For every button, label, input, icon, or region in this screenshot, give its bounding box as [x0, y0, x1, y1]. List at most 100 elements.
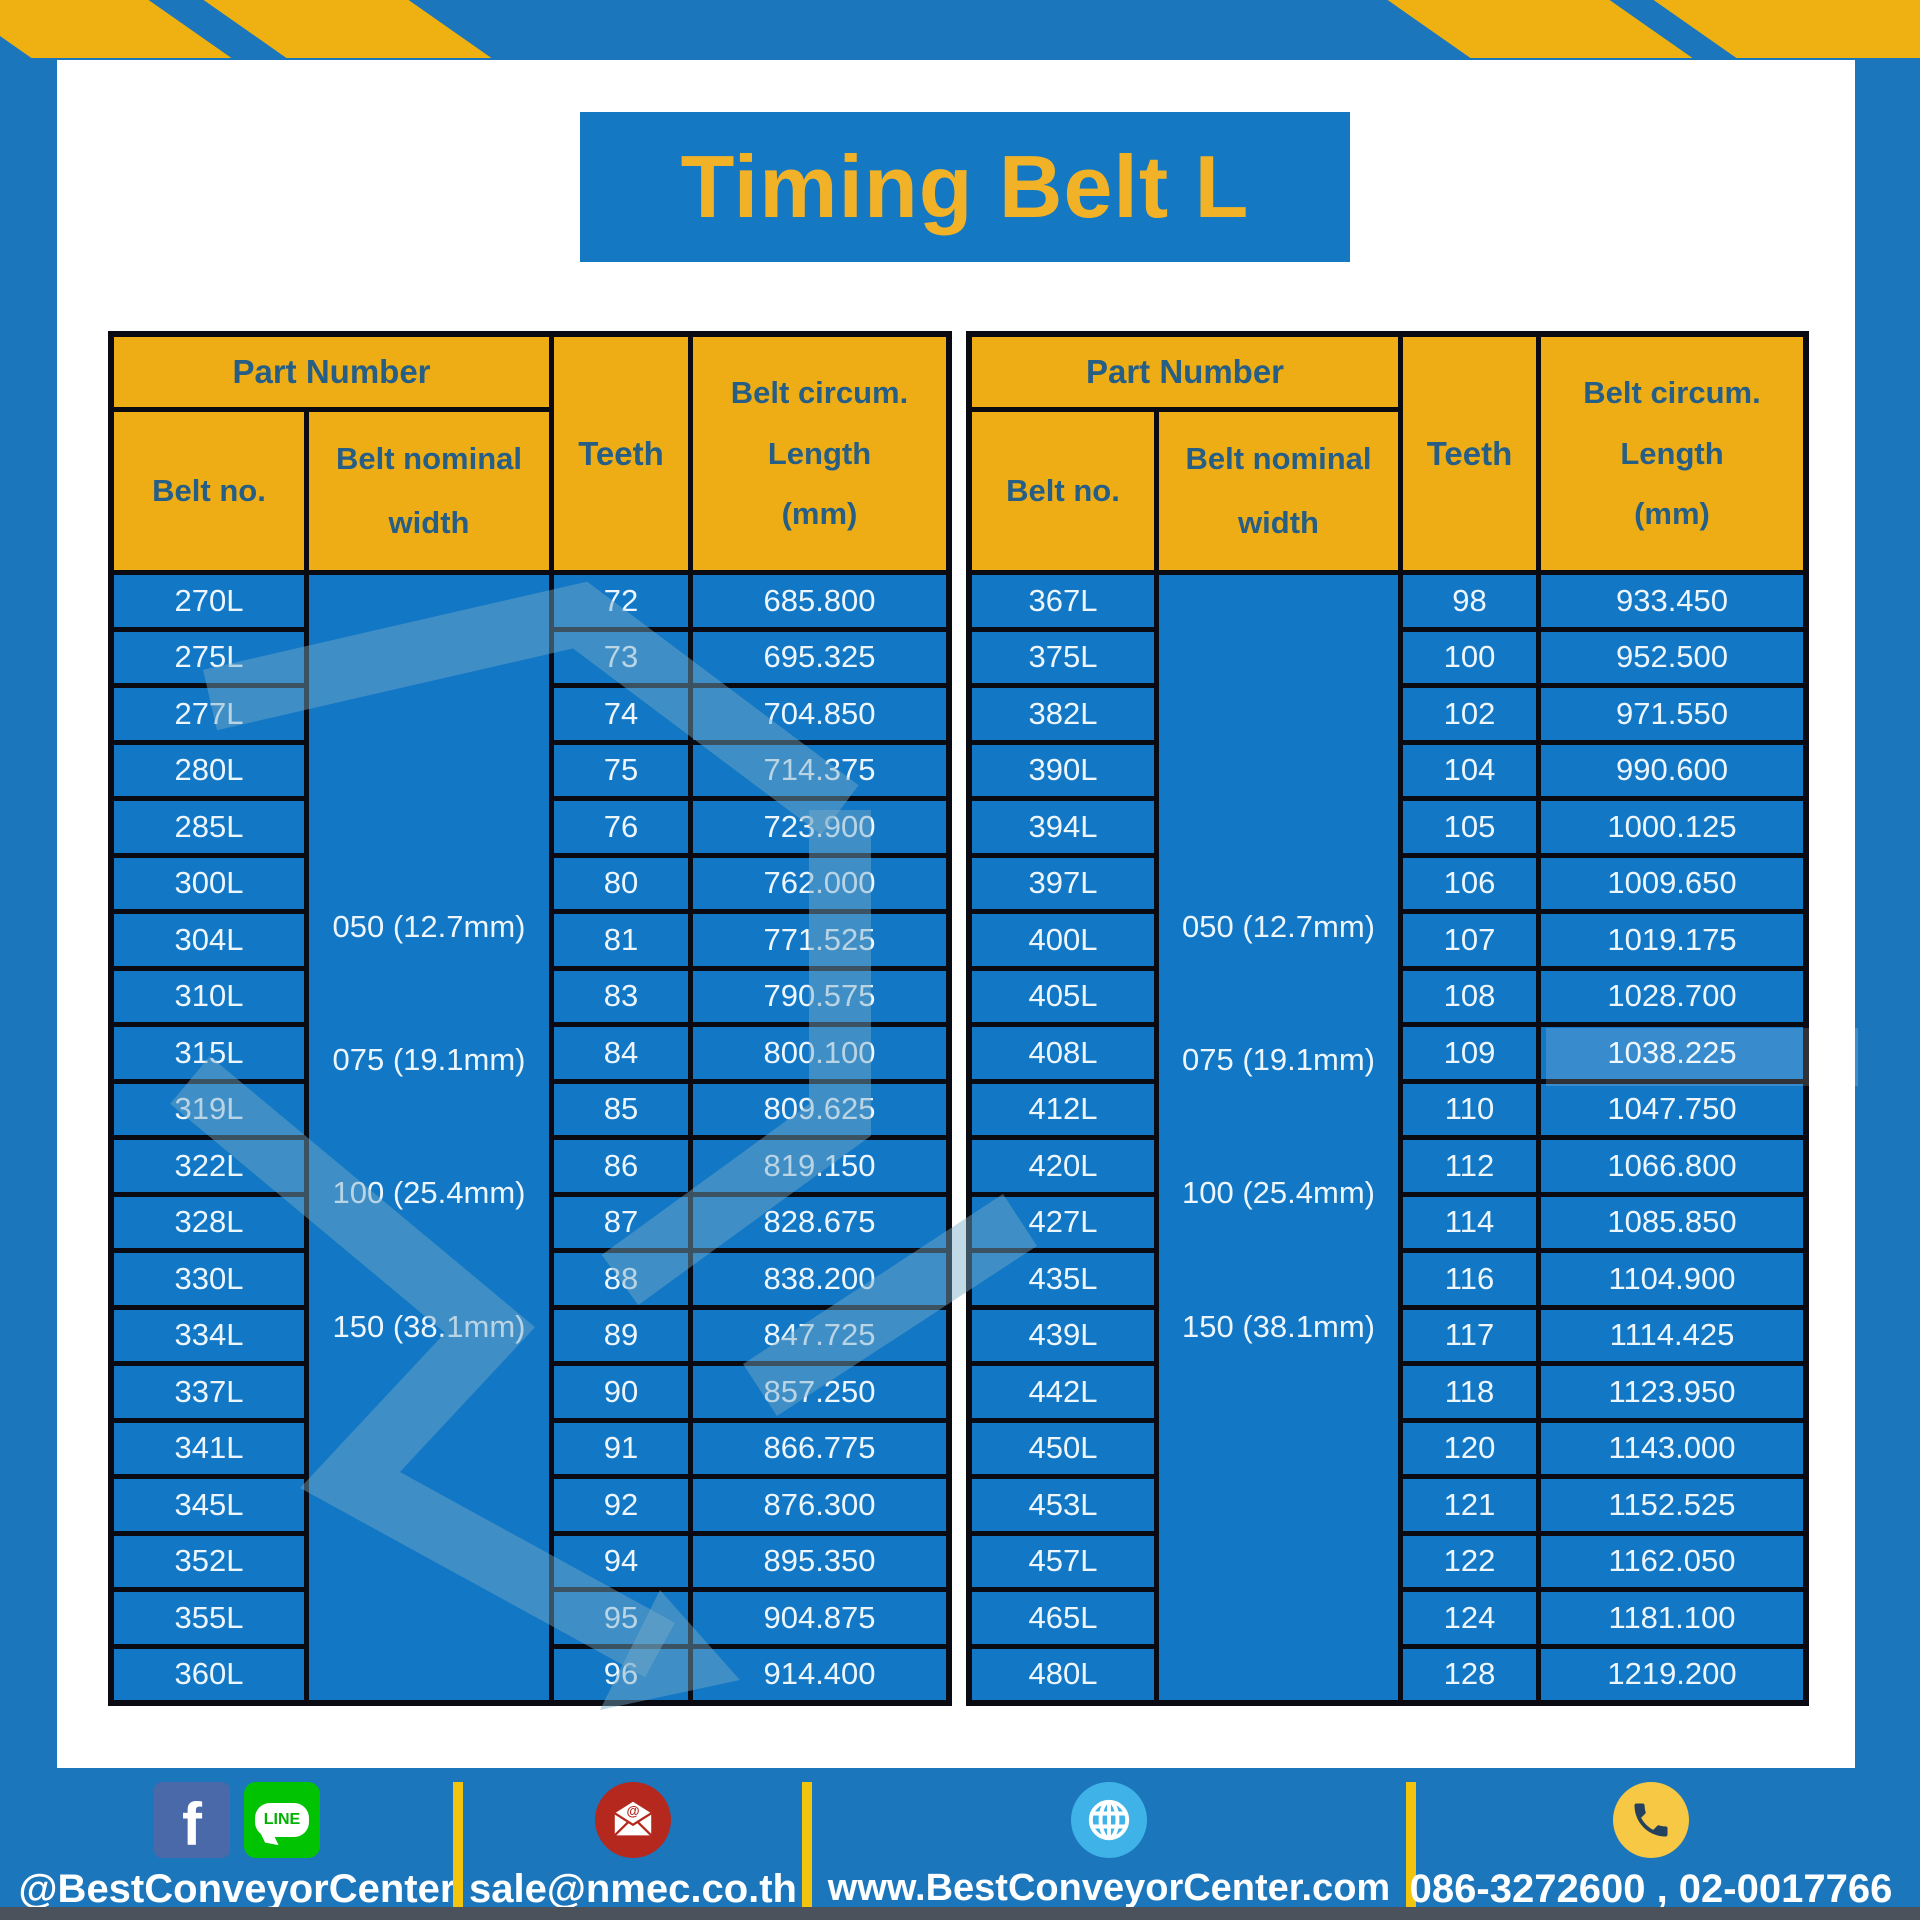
belt-circum-line3: (mm) — [1634, 495, 1710, 531]
footer-phone-section: 086-3272600 , 02-0017766 — [1410, 1782, 1892, 1912]
length-cell: 1019.175 — [1541, 914, 1803, 966]
belt-no-cell: 310L — [114, 970, 304, 1022]
belt-no-cell: 457L — [972, 1535, 1154, 1587]
belt-no-cell: 427L — [972, 1196, 1154, 1248]
length-cell: 1219.200 — [1541, 1648, 1803, 1700]
length-cell: 1009.650 — [1541, 857, 1803, 909]
belt-no-cell: 337L — [114, 1366, 304, 1418]
length-cell: 1181.100 — [1541, 1592, 1803, 1644]
column-header-belt-no: Belt no. — [114, 412, 304, 570]
teeth-cell: 128 — [1403, 1648, 1536, 1700]
width-value: 150 (38.1mm) — [332, 1308, 526, 1344]
length-cell: 1066.800 — [1541, 1140, 1803, 1192]
teeth-cell: 105 — [1403, 801, 1536, 853]
line-icon: LINE — [244, 1782, 320, 1858]
footer-divider — [1406, 1782, 1416, 1908]
teeth-cell: 114 — [1403, 1196, 1536, 1248]
teeth-cell: 72 — [554, 575, 688, 627]
length-cell: 952.500 — [1541, 631, 1803, 683]
belt-circum-line2: Length — [1620, 435, 1724, 471]
teeth-cell: 81 — [554, 914, 688, 966]
teeth-cell: 83 — [554, 970, 688, 1022]
bottom-edge-strip — [0, 1907, 1920, 1920]
social-handle: @BestConveyorCenter — [18, 1867, 456, 1911]
teeth-cell: 95 — [554, 1592, 688, 1644]
teeth-cell: 90 — [554, 1366, 688, 1418]
length-cell: 990.600 — [1541, 744, 1803, 796]
teeth-cell: 75 — [554, 744, 688, 796]
width-value: 150 (38.1mm) — [1182, 1308, 1375, 1344]
email-address: sale@nmec.co.th — [468, 1867, 797, 1911]
belt-no-cell: 375L — [972, 631, 1154, 683]
teeth-cell: 124 — [1403, 1592, 1536, 1644]
teeth-cell: 87 — [554, 1196, 688, 1248]
email-icon: @ — [595, 1782, 671, 1858]
length-cell: 1123.950 — [1541, 1366, 1803, 1418]
length-cell: 1104.900 — [1541, 1253, 1803, 1305]
teeth-cell: 74 — [554, 688, 688, 740]
teeth-cell: 108 — [1403, 970, 1536, 1022]
belt-no-cell: 450L — [972, 1422, 1154, 1474]
timing-belt-table-right: Part Number Belt no. Belt nominal width … — [966, 331, 1809, 1706]
belt-no-cell: 435L — [972, 1253, 1154, 1305]
length-cell: 1047.750 — [1541, 1083, 1803, 1135]
belt-no-cell: 328L — [114, 1196, 304, 1248]
belt-no-cell: 285L — [114, 801, 304, 853]
column-header-part-number: Part Number — [972, 337, 1398, 407]
belt-no-cell: 408L — [972, 1027, 1154, 1079]
belt-circum-line3: (mm) — [781, 495, 858, 531]
teeth-cell: 122 — [1403, 1535, 1536, 1587]
belt-no-cell: 442L — [972, 1366, 1154, 1418]
length-cell: 714.375 — [693, 744, 946, 796]
belt-no-cell: 382L — [972, 688, 1154, 740]
length-cell: 838.200 — [693, 1253, 946, 1305]
belt-no-cell: 400L — [972, 914, 1154, 966]
globe-icon — [1071, 1782, 1147, 1858]
belt-no-cell: 453L — [972, 1479, 1154, 1531]
page-title: Timing Belt L — [680, 137, 1250, 236]
belt-circum-line2: Length — [767, 435, 872, 471]
length-cell: 695.325 — [693, 631, 946, 683]
length-cell: 828.675 — [693, 1196, 946, 1248]
teeth-cell: 102 — [1403, 688, 1536, 740]
length-cell: 1085.850 — [1541, 1196, 1803, 1248]
teeth-cell: 73 — [554, 631, 688, 683]
teeth-cell: 96 — [554, 1648, 688, 1700]
belt-no-cell: 394L — [972, 801, 1154, 853]
teeth-cell: 89 — [554, 1309, 688, 1361]
column-header-teeth: Teeth — [554, 337, 688, 570]
teeth-cell: 100 — [1403, 631, 1536, 683]
teeth-cell: 107 — [1403, 914, 1536, 966]
length-cell: 876.300 — [693, 1479, 946, 1531]
timing-belt-table-left: Part Number Belt no. Belt nominal width … — [108, 331, 952, 1706]
length-cell: 819.150 — [693, 1140, 946, 1192]
teeth-cell: 94 — [554, 1535, 688, 1587]
length-cell: 704.850 — [693, 688, 946, 740]
teeth-cell: 112 — [1403, 1140, 1536, 1192]
width-value: 050 (12.7mm) — [1182, 909, 1375, 945]
belt-no-cell: 405L — [972, 970, 1154, 1022]
teeth-cell: 98 — [1403, 575, 1536, 627]
belt-no-cell: 277L — [114, 688, 304, 740]
belt-no-cell: 439L — [972, 1309, 1154, 1361]
line-bubble: LINE — [255, 1803, 309, 1837]
belt-no-cell: 315L — [114, 1027, 304, 1079]
belt-no-cell: 480L — [972, 1648, 1154, 1700]
teeth-cell: 88 — [554, 1253, 688, 1305]
teeth-cell: 109 — [1403, 1027, 1536, 1079]
length-cell: 1038.225 — [1541, 1027, 1803, 1079]
length-cell: 857.250 — [693, 1366, 946, 1418]
footer-email-section: @ sale@nmec.co.th — [463, 1782, 803, 1912]
belt-circum-line1: Belt circum. — [730, 375, 909, 411]
footer-social-section: f LINE @BestConveyorCenter — [19, 1782, 455, 1912]
length-cell: 1152.525 — [1541, 1479, 1803, 1531]
belt-no-cell: 341L — [114, 1422, 304, 1474]
column-header-part-number: Part Number — [114, 337, 549, 407]
column-header-belt-nominal-width: Belt nominal width — [309, 412, 549, 570]
belt-no-cell: 319L — [114, 1083, 304, 1135]
title-banner: Timing Belt L — [580, 112, 1350, 262]
belt-no-cell: 360L — [114, 1648, 304, 1700]
teeth-cell: 120 — [1403, 1422, 1536, 1474]
belt-no-cell: 390L — [972, 744, 1154, 796]
